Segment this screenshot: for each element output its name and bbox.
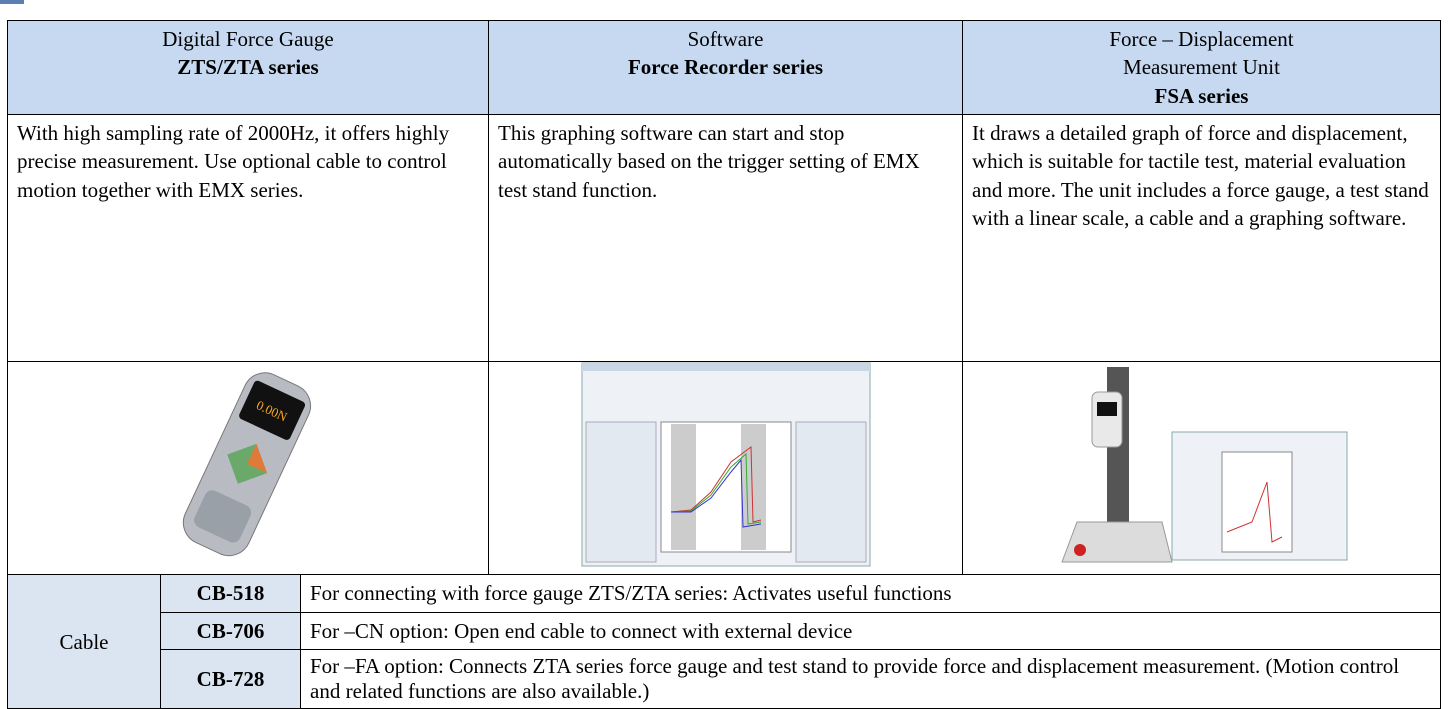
cable-label: Cable	[7, 574, 161, 709]
description: It draws a detailed graph of force and d…	[962, 114, 1441, 363]
series: Force Recorder series	[627, 55, 824, 80]
series: ZTS/ZTA series	[177, 55, 319, 80]
unit-photo	[1060, 367, 1347, 563]
category: Software	[687, 27, 764, 51]
cable-description: For –FA option: Connects ZTA series forc…	[300, 649, 1441, 709]
gauge-photo: 0.00N	[182, 372, 312, 557]
header-cell: Software Force Recorder series	[488, 19, 963, 116]
top-edge	[0, 0, 24, 4]
cable-description: For –CN option: Open end cable to connec…	[300, 611, 1441, 651]
cable-code: CB-728	[160, 649, 301, 709]
image-cell	[962, 361, 1441, 576]
header-cell: Force – Displacement Measurement Unit FSA…	[962, 19, 1441, 116]
description: This graphing software can start and sto…	[488, 114, 963, 363]
product-table: Digital Force Gauge ZTS/ZTA series Softwa…	[7, 19, 1441, 709]
category: Force – Displacement Measurement Unit	[1109, 27, 1294, 80]
cable-code: CB-518	[160, 574, 301, 613]
category: Digital Force Gauge	[162, 27, 334, 51]
cable-code: CB-706	[160, 611, 301, 651]
image-cell	[488, 361, 963, 576]
series: FSA series	[1154, 83, 1249, 108]
image-cell: 0.00N	[7, 361, 489, 576]
software-screenshot	[581, 362, 870, 567]
description: With high sampling rate of 2000Hz, it of…	[7, 114, 489, 363]
header-cell: Digital Force Gauge ZTS/ZTA series	[7, 19, 489, 116]
cable-description: For connecting with force gauge ZTS/ZTA …	[300, 574, 1441, 613]
